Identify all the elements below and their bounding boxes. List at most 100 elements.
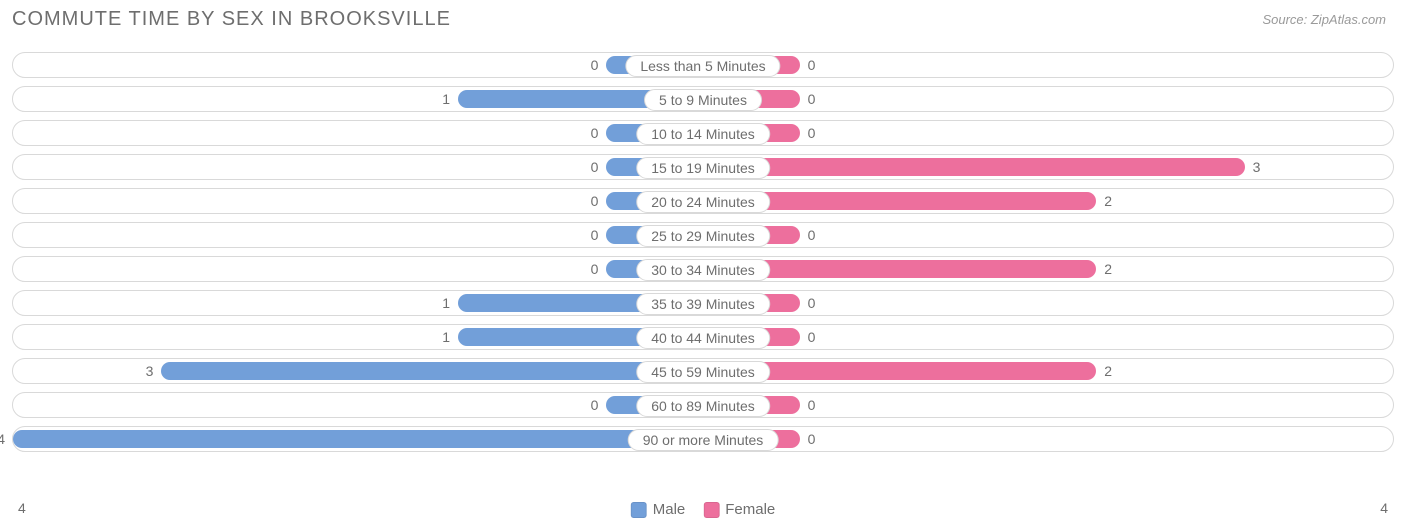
chart-row: 1 0 5 to 9 Minutes [12, 82, 1394, 116]
female-value: 0 [808, 325, 816, 349]
female-half: 3 [703, 155, 1393, 179]
female-half: 2 [703, 257, 1393, 281]
male-bar [13, 430, 703, 448]
male-value: 1 [442, 87, 450, 111]
female-bar [703, 158, 1245, 176]
male-value: 0 [591, 155, 599, 179]
row-track: 1 0 35 to 39 Minutes [12, 290, 1394, 316]
row-track: 3 2 45 to 59 Minutes [12, 358, 1394, 384]
row-track: 1 0 5 to 9 Minutes [12, 86, 1394, 112]
male-value: 1 [442, 291, 450, 315]
male-half: 4 [13, 427, 703, 451]
row-track: 0 0 Less than 5 Minutes [12, 52, 1394, 78]
category-label: Less than 5 Minutes [625, 55, 780, 77]
male-bar [161, 362, 703, 380]
legend-swatch-male [631, 502, 647, 518]
category-label: 25 to 29 Minutes [636, 225, 770, 247]
female-half: 0 [703, 393, 1393, 417]
female-half: 0 [703, 121, 1393, 145]
axis-max-right: 4 [1380, 500, 1388, 516]
female-value: 3 [1253, 155, 1261, 179]
legend: Male Female [631, 501, 776, 518]
male-value: 0 [591, 393, 599, 417]
category-label: 90 or more Minutes [628, 429, 779, 451]
male-value: 0 [591, 223, 599, 247]
female-value: 2 [1104, 189, 1112, 213]
category-label: 35 to 39 Minutes [636, 293, 770, 315]
female-value: 0 [808, 53, 816, 77]
female-value: 0 [808, 393, 816, 417]
row-track: 0 0 60 to 89 Minutes [12, 392, 1394, 418]
legend-item-female: Female [703, 501, 775, 518]
source-attribution: Source: ZipAtlas.com [1262, 12, 1386, 27]
category-label: 20 to 24 Minutes [636, 191, 770, 213]
row-track: 4 0 90 or more Minutes [12, 426, 1394, 452]
male-value: 0 [591, 257, 599, 281]
male-value: 0 [591, 121, 599, 145]
legend-label-female: Female [725, 501, 775, 518]
female-value: 0 [808, 87, 816, 111]
chart-row: 0 2 30 to 34 Minutes [12, 252, 1394, 286]
male-value: 0 [591, 189, 599, 213]
row-track: 0 0 10 to 14 Minutes [12, 120, 1394, 146]
category-label: 30 to 34 Minutes [636, 259, 770, 281]
male-half: 0 [13, 223, 703, 247]
category-label: 45 to 59 Minutes [636, 361, 770, 383]
male-half: 0 [13, 53, 703, 77]
chart-row: 0 3 15 to 19 Minutes [12, 150, 1394, 184]
male-value: 1 [442, 325, 450, 349]
legend-swatch-female [703, 502, 719, 518]
female-value: 2 [1104, 257, 1112, 281]
male-half: 0 [13, 257, 703, 281]
female-half: 0 [703, 325, 1393, 349]
chart-row: 0 0 Less than 5 Minutes [12, 48, 1394, 82]
chart-area: 00Less than 5 Minutes105 to 9 Minutes001… [12, 48, 1394, 492]
female-half: 0 [703, 53, 1393, 77]
female-value: 0 [808, 223, 816, 247]
female-value: 0 [808, 121, 816, 145]
chart-row: 4 0 90 or more Minutes [12, 422, 1394, 456]
axis-max-left: 4 [18, 500, 26, 516]
category-label: 40 to 44 Minutes [636, 327, 770, 349]
chart-row: 0 0 60 to 89 Minutes [12, 388, 1394, 422]
female-value: 2 [1104, 359, 1112, 383]
chart-row: 0 2 20 to 24 Minutes [12, 184, 1394, 218]
female-half: 2 [703, 359, 1393, 383]
female-half: 0 [703, 87, 1393, 111]
female-half: 0 [703, 223, 1393, 247]
female-value: 0 [808, 427, 816, 451]
male-half: 3 [13, 359, 703, 383]
row-track: 0 3 15 to 19 Minutes [12, 154, 1394, 180]
male-value: 4 [0, 427, 5, 451]
legend-label-male: Male [653, 501, 686, 518]
male-value: 3 [146, 359, 154, 383]
female-half: 0 [703, 291, 1393, 315]
male-half: 1 [13, 87, 703, 111]
male-value: 0 [591, 53, 599, 77]
category-label: 60 to 89 Minutes [636, 395, 770, 417]
male-half: 0 [13, 121, 703, 145]
female-value: 0 [808, 291, 816, 315]
chart-row: 0 0 25 to 29 Minutes [12, 218, 1394, 252]
row-track: 1 0 40 to 44 Minutes [12, 324, 1394, 350]
male-half: 0 [13, 393, 703, 417]
male-half: 0 [13, 189, 703, 213]
row-track: 0 0 25 to 29 Minutes [12, 222, 1394, 248]
chart-row: 3 2 45 to 59 Minutes [12, 354, 1394, 388]
chart-container: COMMUTE TIME BY SEX IN BROOKSVILLE Sourc… [0, 0, 1406, 522]
chart-row: 0 0 10 to 14 Minutes [12, 116, 1394, 150]
row-track: 0 2 30 to 34 Minutes [12, 256, 1394, 282]
category-label: 15 to 19 Minutes [636, 157, 770, 179]
male-half: 1 [13, 291, 703, 315]
chart-row: 1 0 40 to 44 Minutes [12, 320, 1394, 354]
chart-row: 1 0 35 to 39 Minutes [12, 286, 1394, 320]
male-half: 1 [13, 325, 703, 349]
female-half: 0 [703, 427, 1393, 451]
category-label: 5 to 9 Minutes [644, 89, 762, 111]
row-track: 0 2 20 to 24 Minutes [12, 188, 1394, 214]
female-half: 2 [703, 189, 1393, 213]
category-label: 10 to 14 Minutes [636, 123, 770, 145]
chart-title: COMMUTE TIME BY SEX IN BROOKSVILLE [12, 8, 451, 31]
legend-item-male: Male [631, 501, 686, 518]
male-half: 0 [13, 155, 703, 179]
